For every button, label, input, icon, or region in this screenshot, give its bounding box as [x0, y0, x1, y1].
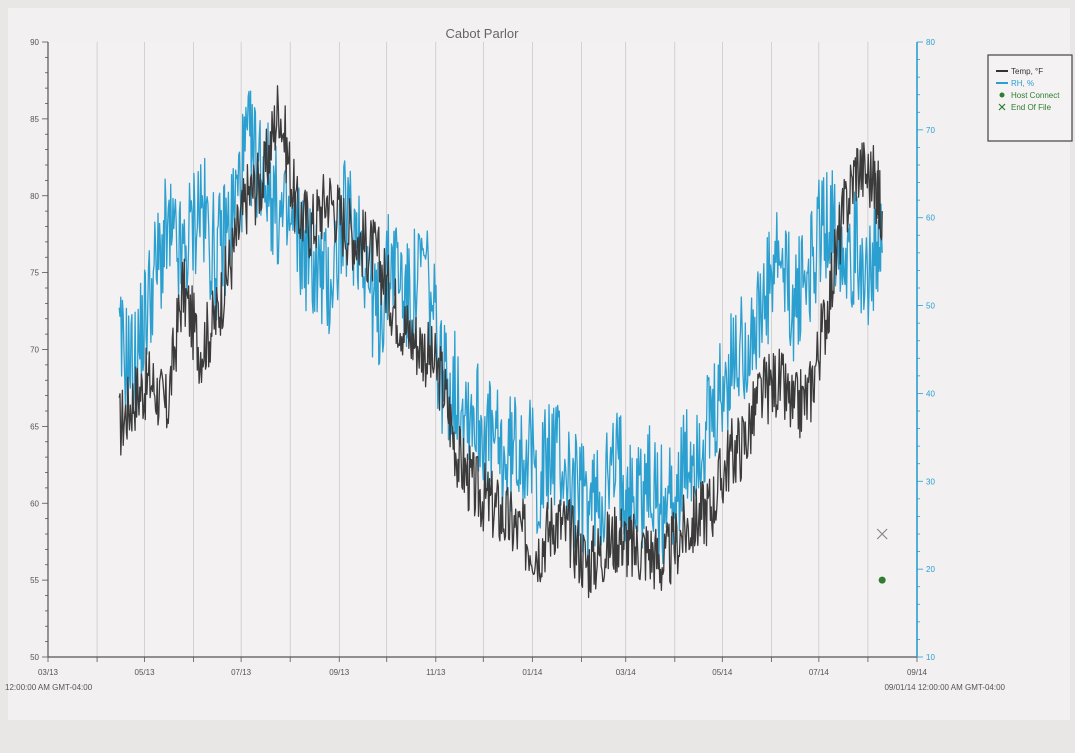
legend: Temp, °F RH, % Host Connect End Of File [987, 54, 1073, 142]
x-tick-label: 03/14 [616, 668, 637, 677]
x-start-label: 12:00:00 AM GMT-04:00 [5, 683, 93, 692]
legend-label: End Of File [1011, 103, 1052, 112]
y-tick-label-right: 30 [926, 477, 935, 486]
y-ticks-left: 50 55 60 65 70 75 80 85 90 [30, 38, 48, 662]
y-ticks-right: 10 20 30 40 50 60 70 80 [917, 38, 935, 662]
y-tick-label-left: 70 [30, 346, 39, 355]
y-tick-label-right: 40 [926, 389, 935, 398]
y-tick-label-left: 55 [30, 576, 39, 585]
legend-swatch [999, 92, 1005, 98]
chart-title: Cabot Parlor [446, 26, 520, 41]
series-line-temp [118, 85, 883, 599]
y-tick-label-right: 20 [926, 565, 935, 574]
y-tick-label-right: 70 [926, 126, 935, 135]
legend-label: RH, % [1011, 79, 1034, 88]
x-tick-label: 01/14 [522, 668, 543, 677]
series-layer [118, 85, 883, 599]
marker-layer [876, 528, 888, 584]
series-line-rh [118, 90, 883, 568]
legend-label: Host Connect [1011, 91, 1060, 100]
x-tick-label: 09/14 [907, 668, 928, 677]
x-tick-label: 05/14 [712, 668, 733, 677]
legend-box [987, 54, 1073, 142]
y-tick-label-left: 90 [30, 38, 39, 47]
y-tick-label-right: 50 [926, 302, 935, 311]
x-tick-label: 09/13 [329, 668, 350, 677]
x-tick-label: 03/13 [38, 668, 59, 677]
x-tick-label: 07/14 [809, 668, 830, 677]
y-tick-label-right: 10 [926, 653, 935, 662]
y-tick-label-left: 65 [30, 422, 39, 431]
x-end-label: 09/01/14 12:00:00 AM GMT-04:00 [884, 683, 1005, 692]
y-tick-label-left: 60 [30, 499, 39, 508]
x-ticks: 03/13 05/13 07/13 09/13 11/13 01/14 03/14 05/14… [38, 657, 928, 677]
y-tick-label-left: 80 [30, 192, 39, 201]
host-connect-marker [878, 576, 886, 584]
y-tick-label-left: 85 [30, 115, 39, 124]
end-of-file-marker [876, 528, 888, 540]
plot-background [48, 42, 917, 657]
x-tick-label: 07/13 [231, 668, 252, 677]
y-tick-label-left: 50 [30, 653, 39, 662]
y-tick-label-right: 80 [926, 38, 935, 47]
y-tick-label-left: 75 [30, 269, 39, 278]
legend-swatch [998, 103, 1006, 111]
x-tick-label: 11/13 [426, 668, 446, 677]
legend-label: Temp, °F [1011, 67, 1043, 76]
y-tick-label-right: 60 [926, 214, 935, 223]
x-tick-label: 05/13 [135, 668, 156, 677]
